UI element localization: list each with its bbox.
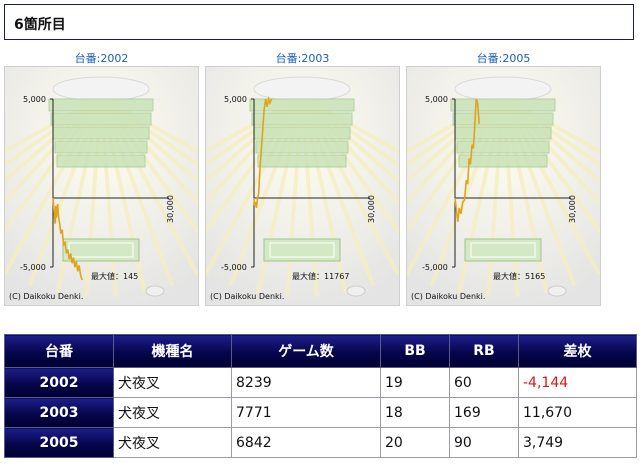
y-max-label: 5,000 xyxy=(23,95,46,104)
rb-cell: 169 xyxy=(449,397,519,428)
machine-number-cell[interactable]: 2003 xyxy=(4,397,114,428)
y-max-label: 5,000 xyxy=(224,95,247,104)
table-row: 2005 犬夜叉 6842 20 90 3,749 xyxy=(4,427,637,458)
bb-cell: 18 xyxy=(380,397,450,428)
copyright-text: (C) Daikoku Denki. xyxy=(210,292,284,301)
model-name-cell: 犬夜叉 xyxy=(113,397,232,428)
y-max-label: 5,000 xyxy=(425,95,448,104)
table-row: 2003 犬夜叉 7771 18 169 11,670 xyxy=(4,397,637,428)
y-min-label: -5,000 xyxy=(422,263,448,272)
chart-label-2002[interactable]: 台番:2002 xyxy=(74,52,129,65)
machine-number-cell[interactable]: 2005 xyxy=(4,427,114,458)
header-model-name: 機種名 xyxy=(113,334,232,368)
table-row: 2002 犬夜叉 8239 19 60 -4,144 xyxy=(4,367,637,398)
machine-number-cell[interactable]: 2002 xyxy=(4,367,114,398)
max-value-label: 最大値：145 xyxy=(91,271,138,281)
game-count-cell: 7771 xyxy=(231,397,381,428)
chart-graphic: 5,000 -5,000 30,000 最大値：5165 (C) Daikoku Den… xyxy=(407,67,600,305)
header-machine-number: 台番 xyxy=(4,334,114,368)
rb-cell: 90 xyxy=(449,427,519,458)
max-value-label: 最大値：11767 xyxy=(292,271,349,281)
chart-graphic: 5,000 -5,000 30,000 最大値：145 (C) Daikoku Denk… xyxy=(5,67,198,305)
header-difference: 差枚 xyxy=(518,334,637,368)
x-max-label: 30,000 xyxy=(568,195,577,223)
chart-graphic: 5,000 -5,000 30,000 最大値：11767 (C) Daikoku De… xyxy=(206,67,399,305)
chart-2003[interactable]: 5,000 -5,000 30,000 最大値：11767 (C) Daikoku De… xyxy=(205,66,400,306)
difference-cell: -4,144 xyxy=(518,367,637,398)
payout-line xyxy=(52,197,83,281)
y-min-label: -5,000 xyxy=(221,263,247,272)
section-title: 6箇所目 xyxy=(14,17,66,33)
chart-2002[interactable]: 5,000 -5,000 30,000 最大値：145 (C) Daikoku Denk… xyxy=(4,66,199,306)
payout-line xyxy=(253,95,273,209)
chart-label-2005[interactable]: 台番:2005 xyxy=(476,52,531,65)
chart-label-2003[interactable]: 台番:2003 xyxy=(275,52,330,65)
rb-cell: 60 xyxy=(449,367,519,398)
header-bb: BB xyxy=(380,334,450,368)
machine-table: 台番 機種名 ゲーム数 BB RB 差枚 2002 犬夜叉 8239 19 60… xyxy=(4,334,637,458)
bb-cell: 19 xyxy=(380,367,450,398)
game-count-cell: 6842 xyxy=(231,427,381,458)
table-header-row: 台番 機種名 ゲーム数 BB RB 差枚 xyxy=(4,334,637,368)
model-name-cell: 犬夜叉 xyxy=(113,367,232,398)
y-min-label: -5,000 xyxy=(20,263,46,272)
header-rb: RB xyxy=(449,334,519,368)
header-game-count: ゲーム数 xyxy=(231,334,381,368)
copyright-text: (C) Daikoku Denki. xyxy=(411,292,485,301)
bb-cell: 20 xyxy=(380,427,450,458)
copyright-text: (C) Daikoku Denki. xyxy=(9,292,83,301)
difference-cell: 11,670 xyxy=(518,397,637,428)
model-name-cell: 犬夜叉 xyxy=(113,427,232,458)
chart-2005[interactable]: 5,000 -5,000 30,000 最大値：5165 (C) Daikoku Den… xyxy=(406,66,601,306)
max-value-label: 最大値：5165 xyxy=(493,271,545,281)
x-max-label: 30,000 xyxy=(367,195,376,223)
section-title-box: 6箇所目 xyxy=(4,4,634,40)
game-count-cell: 8239 xyxy=(231,367,381,398)
difference-cell: 3,749 xyxy=(518,427,637,458)
x-max-label: 30,000 xyxy=(166,195,175,223)
payout-line xyxy=(454,98,480,222)
